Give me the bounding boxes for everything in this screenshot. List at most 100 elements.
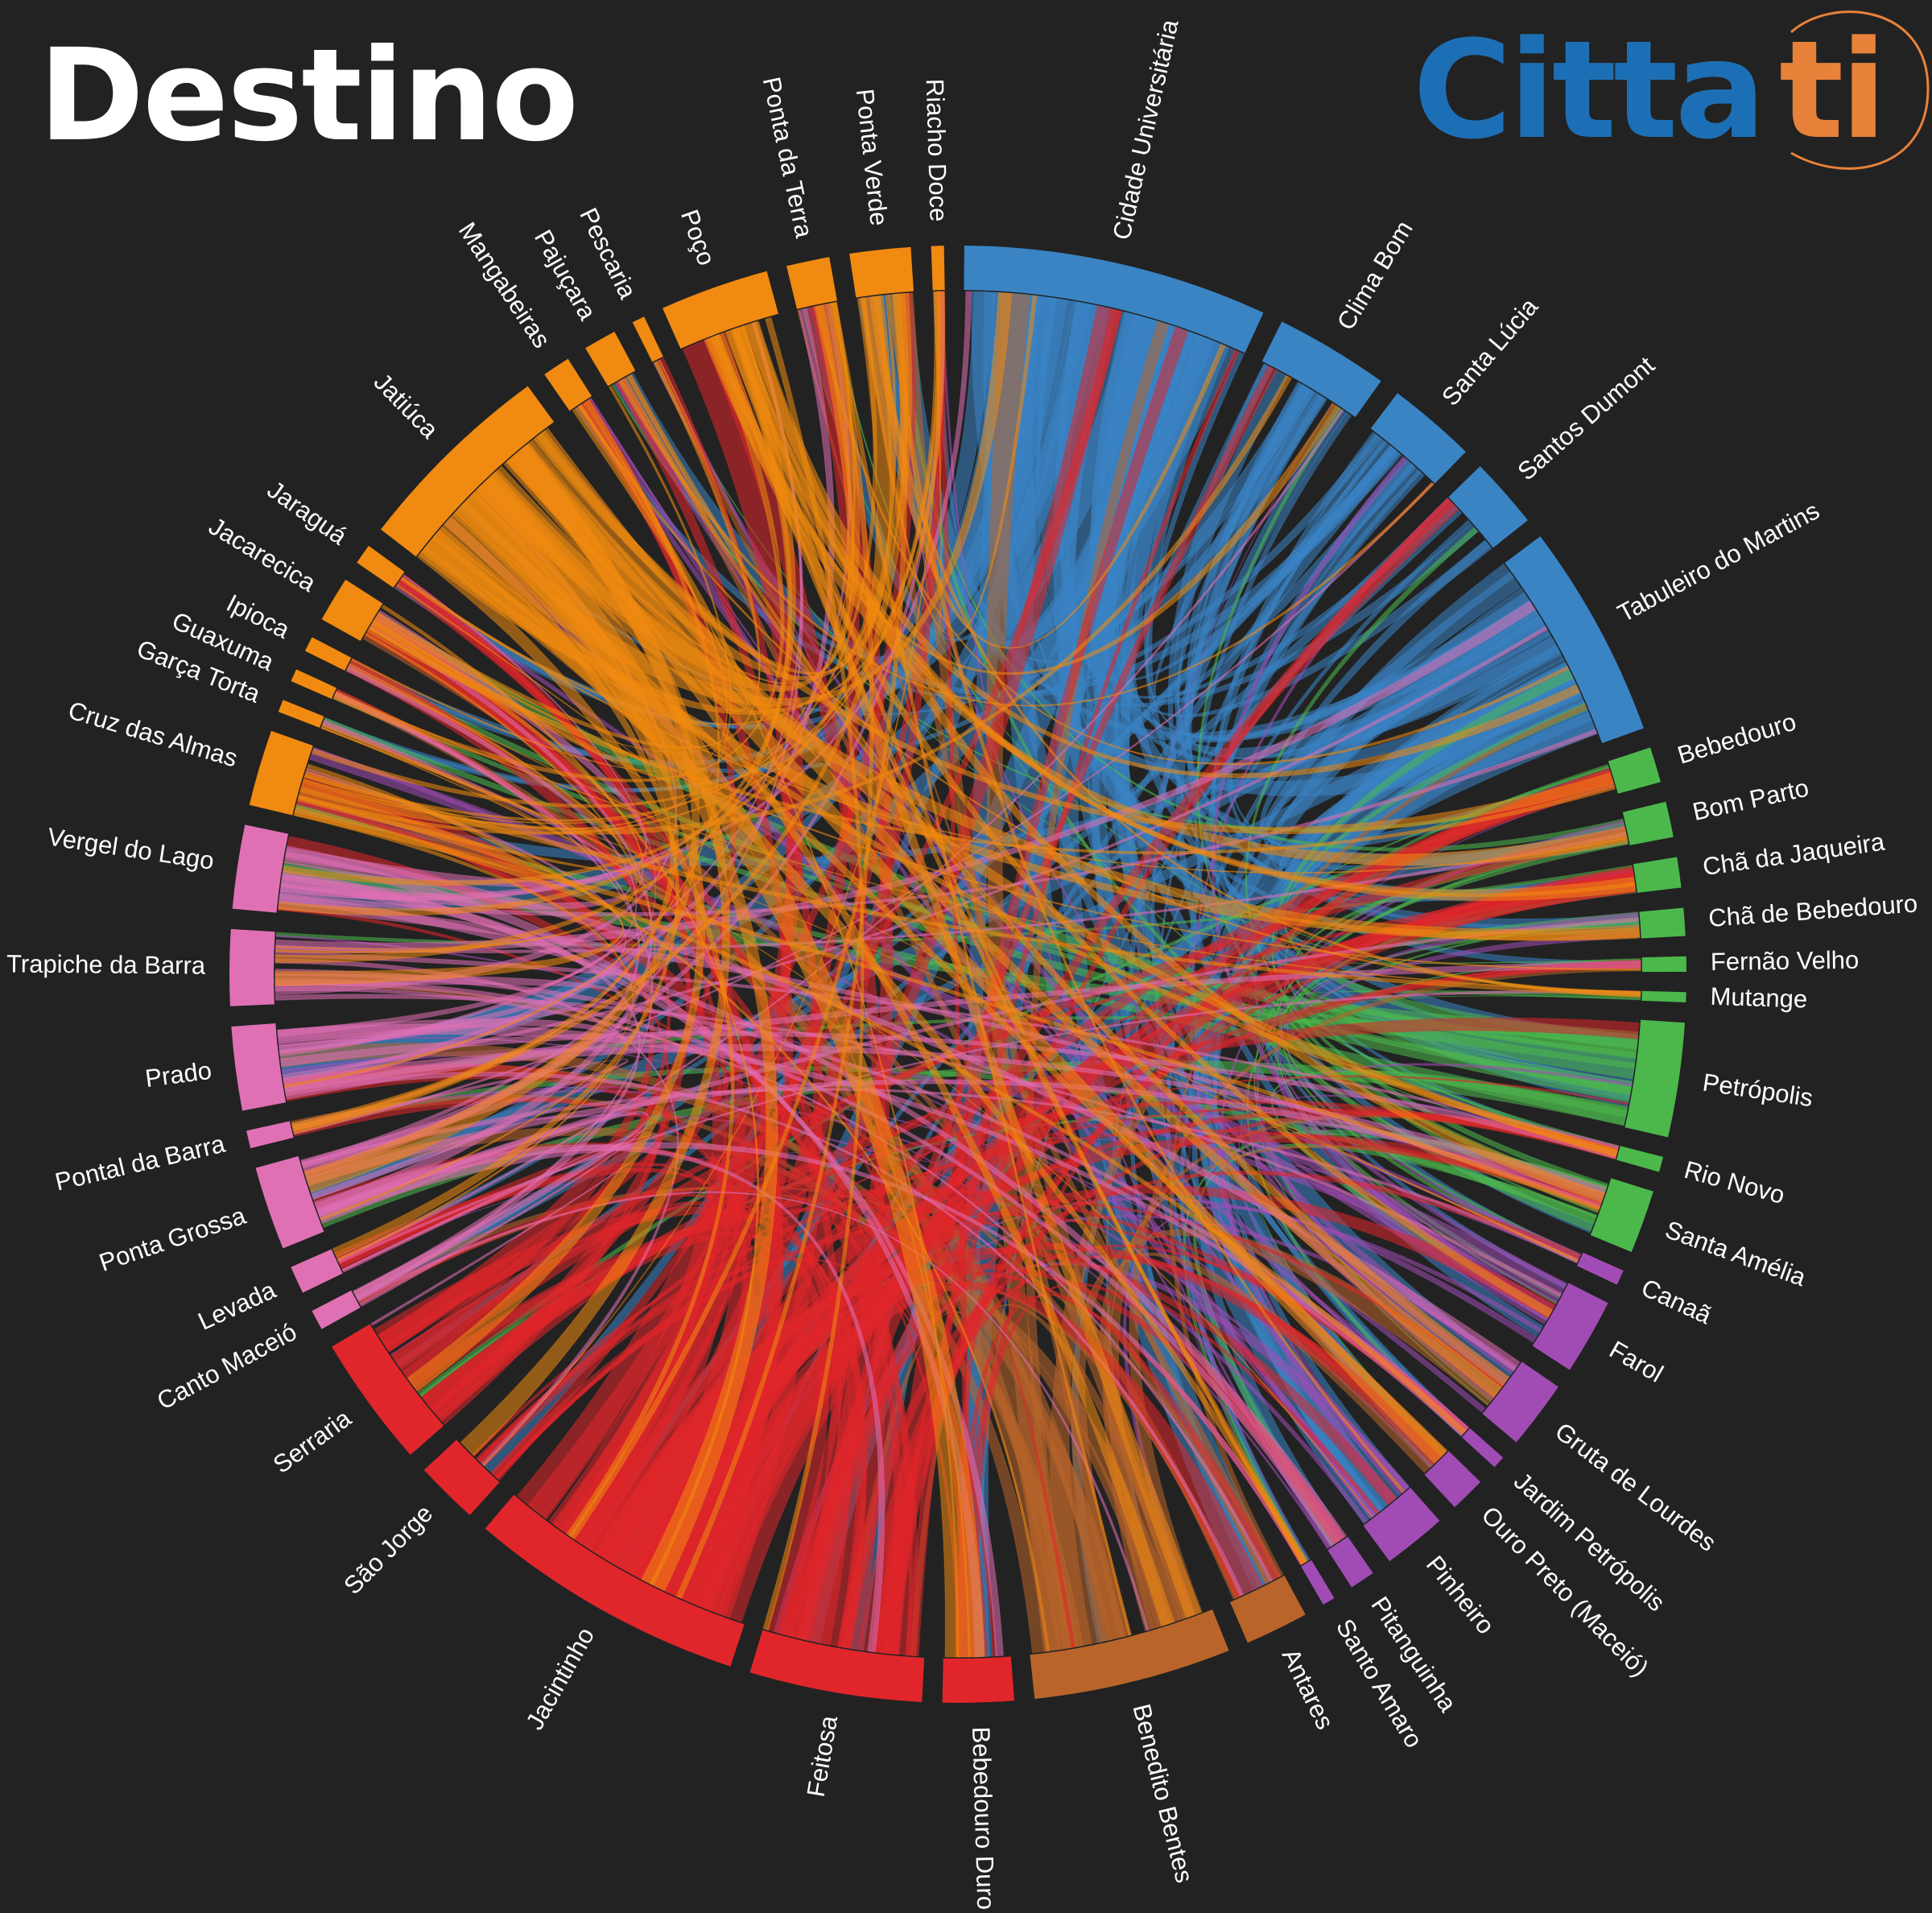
label-bebedouro: Bebedouro xyxy=(1674,708,1799,770)
group-arcs xyxy=(229,246,1686,1703)
label-feitosa: Feitosa xyxy=(802,1713,844,1799)
label-riacho-doce: Riacho Doce xyxy=(921,78,953,221)
arc-santos-dumont xyxy=(1448,465,1528,548)
arc-feitosa xyxy=(749,1630,925,1702)
label-tabuleiro-do-martins: Tabuleiro do Martins xyxy=(1613,496,1824,627)
chord-ribbon xyxy=(675,301,874,1600)
label-santos-dumont: Santos Dumont xyxy=(1513,351,1661,486)
chord-ribbon xyxy=(293,811,634,1221)
arc-gruta-de-lourdes xyxy=(1482,1361,1558,1443)
chord-ribbon xyxy=(696,959,1641,1617)
label-cidade-universit-ria: Cidade Universitária xyxy=(1107,16,1183,242)
chord-ribbon xyxy=(506,304,855,684)
chord-ribbon xyxy=(302,385,732,830)
chord-ribbon xyxy=(279,893,1348,1543)
arc-jaragu- xyxy=(357,545,405,588)
arc-farol xyxy=(1532,1283,1608,1370)
chord-ribbon xyxy=(275,600,1536,954)
label-clima-bom: Clima Bom xyxy=(1331,216,1418,335)
label-levada: Levada xyxy=(194,1275,281,1336)
arc-guaxuma xyxy=(291,669,336,700)
chord-ribbon xyxy=(275,934,1432,1469)
arc-ch-da-jaqueira xyxy=(1633,857,1682,893)
arc-ponta-da-terra xyxy=(786,257,837,309)
arc-ponta-grossa xyxy=(255,1155,324,1249)
chord-ribbon xyxy=(284,960,1641,1100)
arc-levada xyxy=(291,1249,343,1293)
chord-ribbon xyxy=(1176,388,1544,1337)
chord-ribbon xyxy=(332,334,785,783)
chord-ribbon xyxy=(836,1244,1469,1650)
label-pinheiro: Pinheiro xyxy=(1421,1551,1501,1640)
chord-ribbon xyxy=(1136,403,1333,1565)
arc-serraria xyxy=(332,1324,444,1455)
chord-ribbon xyxy=(285,845,1521,1372)
chord-ribbon xyxy=(320,726,1373,1518)
chord-ribbon xyxy=(626,374,1510,1382)
chord-ribbon xyxy=(369,359,761,754)
chord-ribbon xyxy=(831,301,1132,1636)
label-ponta-verde: Ponta Verde xyxy=(851,88,894,227)
chord-ribbon xyxy=(460,444,731,1456)
arc-benedito-bentes xyxy=(1030,1609,1229,1699)
arc-rio-novo xyxy=(1616,1146,1664,1172)
arc-antares xyxy=(1230,1576,1306,1643)
arc-santo-amaro xyxy=(1301,1560,1335,1605)
chord-ribbon xyxy=(725,327,1202,1618)
chord-ribbon xyxy=(301,1088,1579,1263)
chord-ribbon xyxy=(892,293,1624,852)
arc-paju-ara xyxy=(585,331,636,386)
label-ponta-grossa: Ponta Grossa xyxy=(96,1201,250,1277)
chord-ribbon xyxy=(275,951,1620,1150)
arc-santa-am-lia xyxy=(1590,1178,1653,1252)
arc-prado xyxy=(231,1023,287,1111)
label-ponta-da-terra: Ponta da Terra xyxy=(758,75,819,241)
chord-ribbon xyxy=(284,1072,1245,1597)
chord-ribbon xyxy=(578,404,1641,995)
chord-ribbon xyxy=(956,1293,1281,1658)
arc-vergel-do-lago xyxy=(232,824,289,913)
arc-clima-bom xyxy=(1261,321,1381,418)
chord-ribbon xyxy=(476,469,1641,941)
label-cruz-das-almas: Cruz das Almas xyxy=(65,696,241,772)
arc-pescaria xyxy=(632,316,663,362)
chord-ribbon xyxy=(1105,519,1472,1625)
chord-links xyxy=(275,291,1641,1658)
label-petr-polis: Petrópolis xyxy=(1701,1068,1814,1113)
cittati-logo: Citta ti xyxy=(1413,10,1930,170)
chord-ribbon xyxy=(575,771,1616,1551)
chord-ribbon xyxy=(275,969,1469,1433)
chord-ribbon xyxy=(335,691,1641,994)
chord-ribbon xyxy=(968,1282,1345,1658)
label-trapiche-da-barra: Trapiche da Barra xyxy=(6,949,206,979)
chord-ribbon xyxy=(275,663,638,950)
label-santa-am-lia: Santa Amélia xyxy=(1662,1215,1810,1291)
chord-ribbon xyxy=(1154,383,1417,703)
chord-ribbon xyxy=(888,294,1406,1494)
arc-jati-ca xyxy=(381,386,555,557)
label-s-o-jorge: São Jorge xyxy=(338,1499,438,1600)
arc-pitanguinha xyxy=(1327,1536,1373,1588)
chord-ribbon xyxy=(1167,363,1631,1101)
arc-jacintinho xyxy=(485,1494,745,1667)
chord-ribbon xyxy=(294,804,1467,1436)
chord-ribbon xyxy=(275,620,644,954)
chord-ribbon xyxy=(341,1126,654,1294)
arc-bebedouro xyxy=(1608,747,1661,794)
label-po-o: Poço xyxy=(675,206,721,269)
chord-ribbon xyxy=(619,373,1402,698)
chord-ribbon xyxy=(869,295,1226,649)
arc-petr-polis xyxy=(1624,1019,1685,1138)
arc-s-o-jorge xyxy=(423,1440,500,1515)
arc-fern-o-velho xyxy=(1641,956,1686,973)
logo-text-main: Citta xyxy=(1413,11,1763,169)
arc-mutange xyxy=(1641,990,1686,1003)
chord-ribbon xyxy=(351,401,728,772)
chord-ribbon xyxy=(283,399,720,1089)
chord-ribbon xyxy=(454,494,971,1658)
chord-ribbon xyxy=(896,291,943,634)
arc-ipioca xyxy=(304,637,352,671)
arc-riacho-doce xyxy=(931,246,945,291)
label-benedito-bentes: Benedito Bentes xyxy=(1127,1701,1199,1886)
